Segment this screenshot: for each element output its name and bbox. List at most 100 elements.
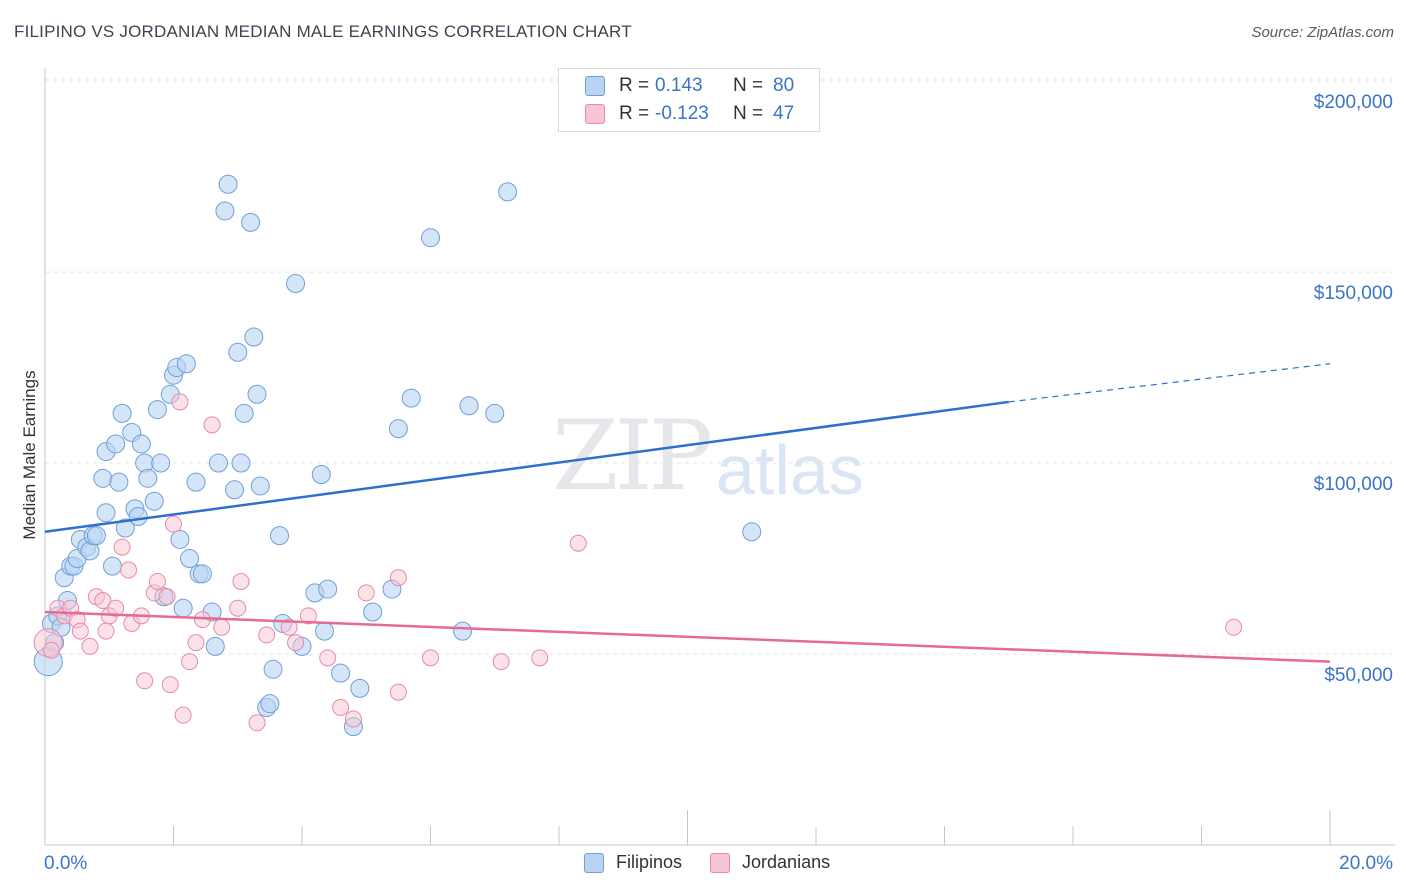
data-point-filipinos bbox=[388, 419, 408, 439]
data-point-jordanians bbox=[181, 653, 199, 671]
data-point-jordanians bbox=[1225, 618, 1243, 636]
data-point-filipinos bbox=[311, 465, 331, 485]
data-point-jordanians bbox=[569, 534, 587, 552]
data-point-filipinos bbox=[186, 472, 206, 492]
data-point-jordanians bbox=[531, 649, 549, 667]
data-point-jordanians bbox=[258, 626, 276, 644]
data-point-jordanians bbox=[232, 572, 250, 590]
axes bbox=[44, 68, 1395, 846]
data-point-jordanians bbox=[107, 599, 125, 617]
r-label: R = bbox=[619, 103, 650, 124]
data-point-filipinos bbox=[318, 579, 338, 599]
jordanians-swatch bbox=[585, 104, 605, 124]
y-tick-label: $150,000 bbox=[1314, 283, 1393, 304]
x-tick-label: 0.0% bbox=[44, 853, 87, 874]
n-label: N = bbox=[733, 75, 764, 96]
data-point-jordanians bbox=[492, 653, 510, 671]
data-point-filipinos bbox=[86, 526, 106, 546]
data-point-jordanians bbox=[158, 588, 176, 606]
data-point-jordanians bbox=[213, 618, 231, 636]
series-jordanians bbox=[33, 393, 1243, 732]
trend-line-jordanians bbox=[44, 610, 1331, 663]
series-legend: Filipinos Jordanians bbox=[584, 852, 858, 873]
data-point-jordanians bbox=[171, 393, 189, 411]
data-point-jordanians bbox=[148, 572, 166, 590]
data-point-jordanians bbox=[344, 710, 362, 728]
data-point-jordanians bbox=[299, 607, 317, 625]
n-value: 80 bbox=[773, 75, 795, 96]
data-point-jordanians bbox=[332, 698, 350, 716]
watermark-atlas: atlas bbox=[716, 431, 864, 509]
data-point-filipinos bbox=[453, 621, 473, 641]
data-point-filipinos bbox=[192, 564, 212, 584]
data-point-filipinos bbox=[205, 636, 225, 656]
filipinos-swatch bbox=[585, 76, 605, 96]
data-point-filipinos bbox=[93, 468, 113, 488]
data-point-jordanians bbox=[187, 634, 205, 652]
data-point-jordanians bbox=[42, 641, 60, 659]
data-point-filipinos bbox=[350, 678, 370, 698]
data-point-filipinos bbox=[176, 354, 196, 374]
data-point-filipinos bbox=[498, 182, 518, 202]
data-point-jordanians bbox=[357, 584, 375, 602]
data-point-jordanians bbox=[193, 611, 211, 629]
data-point-jordanians bbox=[319, 649, 337, 667]
data-point-filipinos bbox=[286, 274, 306, 294]
data-point-jordanians bbox=[97, 622, 115, 640]
data-point-jordanians bbox=[161, 676, 179, 694]
correlation-legend: R = 0.143 N = 80 R = -0.123 N = 47 bbox=[558, 68, 820, 132]
data-point-jordanians bbox=[120, 561, 138, 579]
data-point-filipinos bbox=[244, 327, 264, 347]
data-point-filipinos bbox=[218, 174, 238, 194]
data-point-jordanians bbox=[113, 538, 131, 556]
data-point-filipinos bbox=[401, 388, 421, 408]
data-point-jordanians bbox=[81, 637, 99, 655]
data-point-jordanians bbox=[165, 515, 182, 533]
data-point-filipinos bbox=[102, 556, 122, 576]
legend-item-filipinos[interactable]: Filipinos bbox=[584, 852, 682, 873]
series-filipinos bbox=[33, 174, 762, 737]
y-tick-label: $200,000 bbox=[1314, 92, 1393, 113]
watermark-zip: ZIP bbox=[552, 400, 713, 512]
data-point-filipinos bbox=[109, 472, 129, 492]
data-point-filipinos bbox=[331, 663, 351, 683]
data-point-jordanians bbox=[389, 569, 407, 587]
legend-row-jordanians: R = -0.123 N = 47 bbox=[585, 101, 839, 127]
data-point-filipinos bbox=[144, 491, 164, 511]
data-point-jordanians bbox=[422, 649, 439, 667]
data-point-jordanians bbox=[94, 592, 112, 610]
data-point-jordanians bbox=[280, 618, 298, 636]
data-point-filipinos bbox=[314, 621, 334, 641]
data-point-filipinos bbox=[138, 468, 158, 488]
data-point-filipinos bbox=[234, 403, 254, 423]
data-point-filipinos bbox=[485, 403, 505, 423]
legend-item-jordanians[interactable]: Jordanians bbox=[710, 852, 830, 873]
legend-row-filipinos: R = 0.143 N = 80 bbox=[585, 73, 839, 99]
data-point-jordanians bbox=[229, 599, 247, 617]
data-point-filipinos bbox=[225, 480, 245, 500]
data-point-filipinos bbox=[106, 434, 126, 454]
n-value: 47 bbox=[773, 103, 795, 124]
data-point-filipinos bbox=[112, 403, 132, 423]
data-point-jordanians bbox=[71, 622, 89, 640]
x-tick-label: 20.0% bbox=[1339, 853, 1393, 874]
data-point-filipinos bbox=[128, 507, 148, 527]
chart-title: FILIPINO VS JORDANIAN MEDIAN MALE EARNIN… bbox=[14, 22, 632, 41]
source-label: Source: ZipAtlas.com bbox=[1251, 24, 1394, 41]
data-point-jordanians bbox=[389, 683, 407, 701]
data-point-jordanians bbox=[174, 706, 192, 724]
trend-line-filipinos bbox=[44, 400, 1009, 534]
data-point-filipinos bbox=[131, 434, 151, 454]
legend-label: Jordanians bbox=[742, 852, 831, 872]
data-point-filipinos bbox=[180, 549, 200, 569]
data-point-filipinos bbox=[147, 400, 167, 420]
filipinos-swatch bbox=[584, 852, 604, 873]
data-point-filipinos bbox=[96, 503, 116, 523]
trend-lines bbox=[44, 363, 1331, 663]
data-point-filipinos bbox=[115, 518, 135, 538]
data-point-filipinos bbox=[270, 526, 290, 546]
data-point-jordanians bbox=[136, 672, 154, 690]
trend-line-filipinos-extension bbox=[1008, 363, 1331, 403]
data-point-filipinos bbox=[231, 453, 251, 473]
